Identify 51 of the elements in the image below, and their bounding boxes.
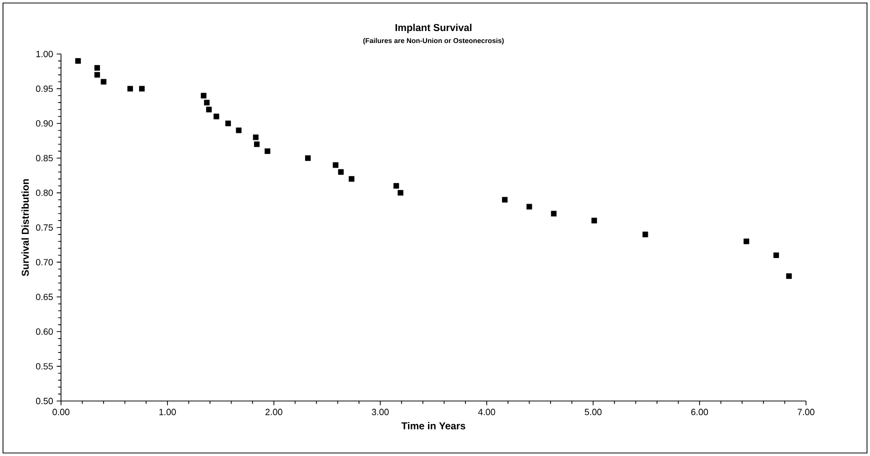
y-tick-label: 0.80 <box>36 190 53 196</box>
y-tick-label: 0.90 <box>36 120 53 127</box>
y-tick-label: 0.60 <box>36 328 53 335</box>
y-tick-label: 0.50 <box>36 398 53 404</box>
point <box>254 141 260 148</box>
x-tick-label: 4.00 <box>478 408 496 416</box>
point <box>139 86 145 92</box>
y-tick-label: 0.85 <box>36 154 53 162</box>
y-axis-title: Survival Distribution <box>21 179 29 276</box>
point <box>550 210 557 216</box>
y-tick-label: 0.75 <box>36 224 53 231</box>
x-tick-label: 0.00 <box>52 408 70 416</box>
x-tick-label: 5.00 <box>584 408 602 416</box>
point <box>200 92 206 98</box>
point <box>332 162 338 168</box>
point <box>502 196 508 203</box>
point <box>127 86 133 92</box>
point <box>305 155 311 161</box>
point <box>75 58 81 64</box>
point <box>206 106 212 112</box>
point <box>225 120 231 126</box>
point <box>786 273 792 279</box>
point <box>236 128 242 134</box>
x-tick-label: 7.00 <box>798 408 814 416</box>
point <box>94 72 100 78</box>
x-tick-label: 3.00 <box>372 408 389 416</box>
y-tick-label: 1.00 <box>36 50 53 58</box>
point <box>214 114 220 120</box>
point <box>338 169 344 175</box>
point <box>773 252 780 258</box>
x-tick-label: 1.00 <box>159 408 176 416</box>
x-tick-label: 2.00 <box>266 408 282 416</box>
point <box>642 232 648 238</box>
point <box>398 190 404 196</box>
y-tick-label: 0.55 <box>36 363 53 370</box>
point <box>526 204 532 210</box>
chart-title: Implant Survival <box>396 24 472 34</box>
y-tick-label: 0.65 <box>36 294 53 300</box>
point <box>393 183 400 189</box>
point <box>100 78 106 85</box>
x-axis-title: Time in Years <box>401 422 466 430</box>
point <box>94 65 100 71</box>
point <box>744 238 750 244</box>
y-tick-label: 0.95 <box>36 86 53 92</box>
point <box>591 218 598 224</box>
point <box>252 134 259 140</box>
point <box>348 176 354 182</box>
y-tick-label: 0.70 <box>36 259 53 266</box>
point <box>204 100 210 106</box>
point <box>264 148 270 154</box>
x-tick-label: 6.00 <box>691 408 708 416</box>
